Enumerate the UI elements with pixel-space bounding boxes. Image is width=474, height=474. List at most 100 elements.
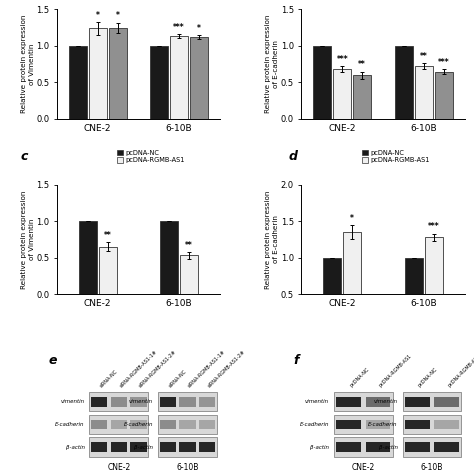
Text: siRNA-RGMB-AS1-1#: siRNA-RGMB-AS1-1# bbox=[187, 349, 227, 388]
Y-axis label: Relative protein expression
of Vimentin: Relative protein expression of Vimentin bbox=[21, 15, 35, 113]
Text: siRNA-NC: siRNA-NC bbox=[168, 368, 188, 388]
Bar bbox=[334, 438, 393, 456]
Bar bbox=[337, 419, 361, 429]
Bar bbox=[160, 419, 176, 429]
Bar bbox=[130, 442, 146, 452]
Bar bbox=[434, 442, 459, 452]
Y-axis label: Relative protein expression
of Vimentin: Relative protein expression of Vimentin bbox=[21, 190, 35, 289]
Bar bbox=[313, 46, 331, 119]
Bar bbox=[405, 257, 423, 330]
Text: ***: *** bbox=[337, 55, 348, 64]
Text: ***: *** bbox=[438, 58, 449, 67]
Text: siRNA-RGMB-AS1-1#: siRNA-RGMB-AS1-1# bbox=[119, 349, 158, 388]
Bar bbox=[190, 37, 208, 119]
Text: *: * bbox=[350, 214, 354, 223]
Bar bbox=[415, 66, 433, 119]
Bar bbox=[402, 392, 461, 411]
Bar bbox=[90, 415, 148, 434]
Bar bbox=[110, 419, 127, 429]
Bar bbox=[323, 257, 341, 330]
Bar bbox=[79, 221, 97, 294]
Text: β-actin: β-actin bbox=[310, 445, 329, 449]
Legend: pcDNA-NC, pcDNA-RGMB-AS1: pcDNA-NC, pcDNA-RGMB-AS1 bbox=[117, 150, 185, 164]
Text: d: d bbox=[288, 150, 297, 163]
Bar bbox=[402, 415, 461, 434]
Bar bbox=[90, 392, 148, 411]
Text: pcDNA-NC: pcDNA-NC bbox=[417, 367, 439, 388]
Bar bbox=[366, 442, 391, 452]
Bar bbox=[425, 237, 443, 330]
Y-axis label: Relative protein expression
of E-cadherin: Relative protein expression of E-cadheri… bbox=[265, 190, 279, 289]
Text: pcDNA-RGMB-AS1: pcDNA-RGMB-AS1 bbox=[378, 354, 413, 388]
Bar bbox=[110, 397, 127, 407]
Text: siRNA-RGMB-AS1-2#: siRNA-RGMB-AS1-2# bbox=[207, 349, 246, 388]
Bar bbox=[405, 419, 429, 429]
Text: e: e bbox=[49, 354, 57, 367]
Text: **: ** bbox=[358, 60, 366, 69]
Bar bbox=[160, 397, 176, 407]
Text: vimentin: vimentin bbox=[374, 399, 398, 404]
Bar bbox=[199, 442, 215, 452]
Bar bbox=[199, 419, 215, 429]
Bar bbox=[343, 232, 361, 330]
Bar bbox=[180, 255, 198, 294]
Bar bbox=[170, 36, 188, 119]
Bar bbox=[337, 397, 361, 407]
Text: **: ** bbox=[104, 231, 111, 240]
Bar bbox=[130, 397, 146, 407]
Text: pcDNA-NC: pcDNA-NC bbox=[349, 367, 370, 388]
Text: *: * bbox=[96, 11, 100, 20]
Bar bbox=[395, 46, 413, 119]
Y-axis label: Relative protein expression
of E-cadherin: Relative protein expression of E-cadheri… bbox=[265, 15, 279, 113]
Text: c: c bbox=[21, 150, 28, 163]
Bar bbox=[337, 442, 361, 452]
Text: siRNA-NC: siRNA-NC bbox=[99, 368, 119, 388]
Bar bbox=[334, 415, 393, 434]
Text: β-actin: β-actin bbox=[379, 445, 398, 449]
Bar bbox=[434, 419, 459, 429]
Text: E-cadherin: E-cadherin bbox=[55, 422, 84, 427]
Bar bbox=[91, 442, 108, 452]
Text: 6-10B: 6-10B bbox=[176, 463, 199, 472]
Bar bbox=[158, 415, 217, 434]
Bar bbox=[405, 397, 429, 407]
Text: CNE-2: CNE-2 bbox=[107, 463, 130, 472]
Text: vimentin: vimentin bbox=[129, 399, 153, 404]
Bar bbox=[150, 46, 168, 119]
Bar bbox=[334, 392, 393, 411]
Bar bbox=[109, 27, 127, 119]
Bar bbox=[366, 397, 391, 407]
Bar bbox=[179, 442, 196, 452]
Text: β-actin: β-actin bbox=[134, 445, 153, 449]
Bar bbox=[366, 419, 391, 429]
Bar bbox=[405, 442, 429, 452]
Bar bbox=[434, 397, 459, 407]
Bar bbox=[91, 397, 108, 407]
Bar bbox=[69, 46, 87, 119]
Bar bbox=[158, 438, 217, 456]
Text: siRNA-RGMB-AS1-2#: siRNA-RGMB-AS1-2# bbox=[138, 349, 178, 388]
Bar bbox=[199, 397, 215, 407]
Legend: pcDNA-NC, pcDNA-RGMB-AS1: pcDNA-NC, pcDNA-RGMB-AS1 bbox=[362, 150, 429, 164]
Text: *: * bbox=[116, 11, 119, 20]
Text: ***: *** bbox=[428, 222, 439, 231]
Bar bbox=[333, 69, 351, 119]
Bar bbox=[110, 442, 127, 452]
Text: E-cadherin: E-cadherin bbox=[300, 422, 329, 427]
Text: f: f bbox=[293, 354, 299, 367]
Text: **: ** bbox=[185, 241, 193, 250]
Bar bbox=[179, 419, 196, 429]
Bar bbox=[91, 419, 108, 429]
Text: *: * bbox=[197, 24, 201, 33]
Bar bbox=[435, 72, 453, 119]
Bar bbox=[89, 28, 107, 119]
Bar bbox=[130, 419, 146, 429]
Text: β-actin: β-actin bbox=[65, 445, 84, 449]
Text: vimentin: vimentin bbox=[61, 399, 84, 404]
Bar bbox=[160, 221, 178, 294]
Text: vimentin: vimentin bbox=[305, 399, 329, 404]
Text: E-cadherin: E-cadherin bbox=[368, 422, 398, 427]
Text: pcDNA-RGMB-AS1: pcDNA-RGMB-AS1 bbox=[447, 354, 474, 388]
Text: ***: *** bbox=[173, 23, 185, 32]
Bar bbox=[353, 75, 371, 119]
